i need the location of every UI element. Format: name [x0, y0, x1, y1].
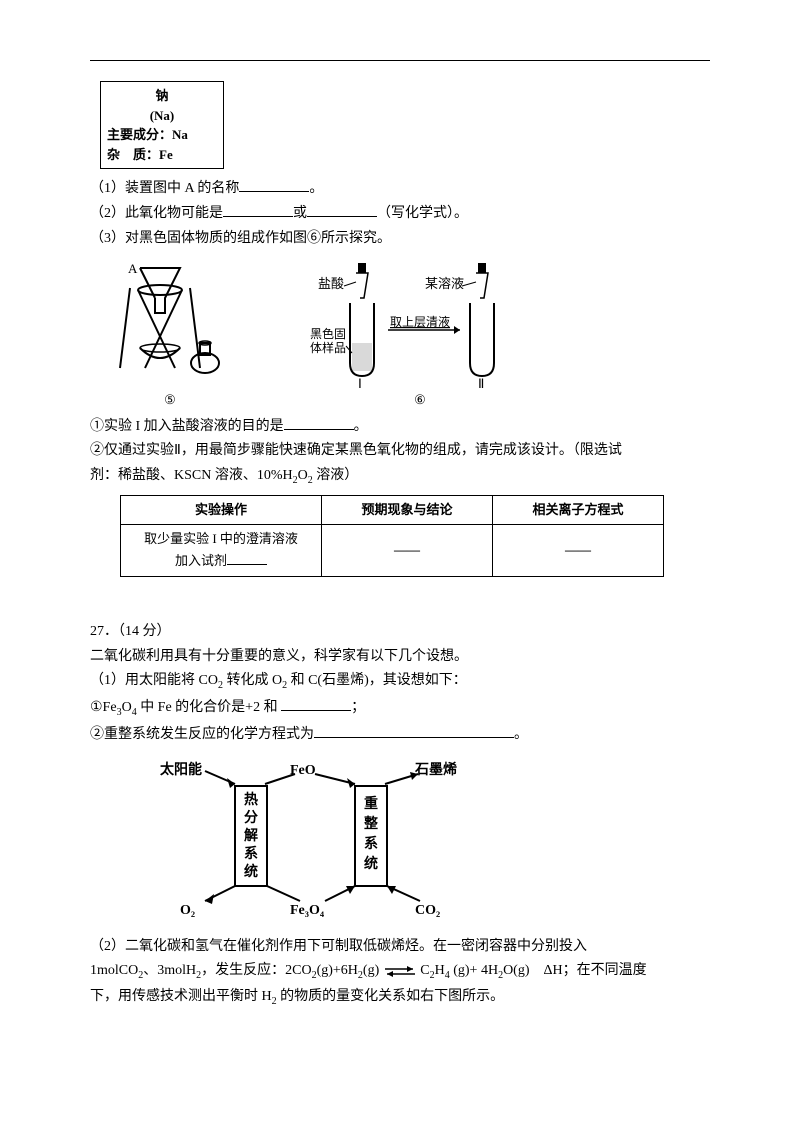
- th-expect: 预期现象与结论: [322, 495, 493, 525]
- th-eq: 相关离子方程式: [493, 495, 664, 525]
- diagram-5: A ⑤: [110, 258, 230, 411]
- blank-valence: [281, 696, 351, 711]
- blank-eq: [314, 723, 514, 738]
- blank-1: [239, 177, 309, 192]
- diagram-6-svg: 盐酸 黑色固 体样品 Ⅰ 取上层清液 某溶液 Ⅱ: [310, 258, 530, 388]
- q27-1-2: ②重整系统发生反应的化学方程式为。: [90, 723, 710, 746]
- box-line3: 主要成分：Na: [107, 125, 217, 145]
- label-sun: 太阳能: [160, 761, 202, 778]
- question-2: （2）此氧化物可能是或（写化学式）。: [90, 202, 710, 225]
- label-black2: 体样品: [310, 340, 346, 355]
- box-line1: 钠: [107, 86, 217, 106]
- svg-text:分: 分: [244, 810, 258, 826]
- blank-3-1: [284, 415, 354, 430]
- q27-intro: 二氧化碳利用具有十分重要的意义，科学家有以下几个设想。: [90, 646, 710, 668]
- q27-1: （1）用太阳能将 CO2 转化成 O2 和 C(石墨烯)，其设想如下：: [90, 670, 710, 694]
- label-I: Ⅰ: [358, 376, 362, 388]
- svg-text:统: 统: [364, 855, 378, 872]
- experiment-table: 实验操作 预期现象与结论 相关离子方程式 取少量实验 I 中的澄清溶液 加入试剂…: [120, 495, 664, 577]
- box-line4: 杂 质：Fe: [107, 145, 217, 165]
- q27-number: 27．（14 分）: [90, 621, 710, 643]
- label-circ5: ⑤: [110, 390, 230, 411]
- label-hcl: 盐酸: [318, 276, 344, 291]
- label-sol: 某溶液: [425, 276, 464, 291]
- question-3-1: ①实验 I 加入盐酸溶液的目的是。: [90, 415, 710, 438]
- question-1: （1）装置图中 A 的名称。: [90, 177, 710, 200]
- label-co2: CO₂: [415, 903, 440, 918]
- diagram-6: 盐酸 黑色固 体样品 Ⅰ 取上层清液 某溶液 Ⅱ ⑥: [310, 258, 530, 411]
- svg-text:统: 统: [244, 863, 258, 880]
- td-expect: ——: [322, 525, 493, 577]
- svg-text:整: 整: [363, 815, 379, 832]
- diagram-5-svg: A: [110, 258, 230, 388]
- label-o2: O₂: [180, 903, 195, 918]
- q27-2c: 下，用传感技术测出平衡时 H2 的物质的量变化关系如右下图所示。: [90, 986, 710, 1010]
- td-op: 取少量实验 I 中的澄清溶液 加入试剂: [121, 525, 322, 577]
- label-circ6: ⑥: [310, 390, 530, 411]
- q27-2b: 1molCO2、3molH2，发生反应：2CO2(g)+6H2(g) C2H4 …: [90, 960, 710, 984]
- blank-reagent: [227, 550, 267, 565]
- equilibrium-arrow-icon: [383, 965, 417, 977]
- q27-1-1: ①Fe3O4 中 Fe 的化合价是+2 和 ；: [90, 696, 710, 721]
- flow-svg: 太阳能 FeO 石墨烯 热 分 解 系 统 重 整 系 统 O₂ Fe₃O₄ C…: [150, 756, 490, 926]
- svg-text:热: 热: [244, 791, 258, 808]
- td-eq: ——: [493, 525, 664, 577]
- label-black1: 黑色固: [310, 327, 346, 341]
- label-take: 取上层清液: [390, 314, 450, 329]
- svg-text:系: 系: [244, 845, 258, 862]
- th-op: 实验操作: [121, 495, 322, 525]
- sodium-info-box: 钠 (Na) 主要成分：Na 杂 质：Fe: [100, 81, 224, 169]
- diagram-row-56: A ⑤ 盐酸 黑色固: [110, 258, 710, 411]
- blank-2a: [223, 202, 293, 217]
- label-feo: FeO: [290, 763, 316, 778]
- q27-2a: （2）二氧化碳和氢气在催化剂作用下可制取低碳烯烃。在一密闭容器中分别投入: [90, 936, 710, 958]
- question-3-2a: ②仅通过实验Ⅱ，用最简步骤能快速确定某黑色氧化物的组成，请完成该设计。（限选试: [90, 440, 710, 462]
- blank-2b: [307, 202, 377, 217]
- svg-text:系: 系: [364, 835, 378, 852]
- question-3-2b: 剂：稀盐酸、KSCN 溶液、10%H2O2 溶液）: [90, 465, 710, 489]
- label-A: A: [128, 261, 138, 276]
- label-fe3o4: Fe₃O₄: [290, 903, 325, 918]
- svg-text:解: 解: [244, 827, 258, 844]
- box-line2: (Na): [107, 106, 217, 126]
- question-3: （3）对黑色固体物质的组成作如图⑥所示探究。: [90, 228, 710, 250]
- label-graphene: 石墨烯: [414, 761, 457, 778]
- svg-text:重: 重: [364, 795, 378, 812]
- flow-diagram: 太阳能 FeO 石墨烯 热 分 解 系 统 重 整 系 统 O₂ Fe₃O₄ C…: [150, 756, 710, 926]
- page-top-rule: [90, 60, 710, 61]
- label-II: Ⅱ: [478, 376, 484, 388]
